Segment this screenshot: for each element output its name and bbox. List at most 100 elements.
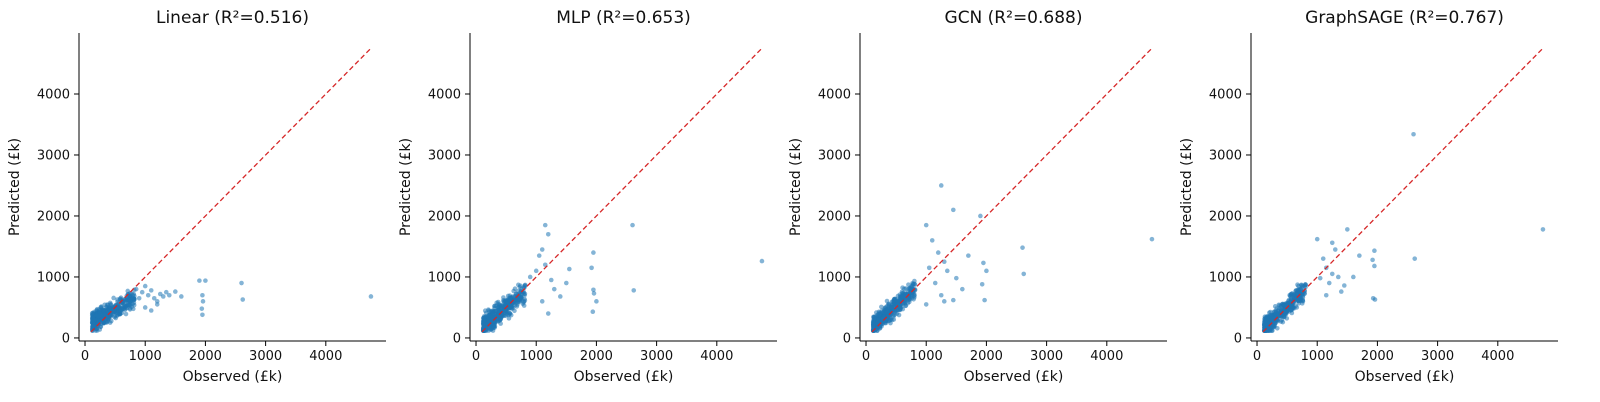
data-point bbox=[912, 287, 918, 292]
data-point bbox=[1329, 240, 1335, 246]
data-point bbox=[154, 302, 160, 307]
panel-title: MLP (R²=0.653) bbox=[556, 8, 691, 28]
data-point bbox=[912, 295, 917, 300]
data-point bbox=[759, 258, 765, 264]
panel-title: Linear (R²=0.516) bbox=[156, 8, 309, 28]
data-point bbox=[1335, 274, 1341, 280]
data-point bbox=[501, 295, 506, 300]
y-tick-label: 3000 bbox=[37, 148, 70, 163]
reference-line bbox=[1262, 47, 1544, 333]
data-point bbox=[884, 310, 890, 315]
x-tick-label: 0 bbox=[1253, 349, 1261, 364]
y-tick-label: 2000 bbox=[428, 209, 461, 224]
data-point bbox=[1149, 236, 1155, 242]
y-axis-label: Predicted (£k) bbox=[398, 138, 414, 236]
data-point bbox=[910, 281, 916, 287]
data-point bbox=[1263, 318, 1269, 324]
data-point bbox=[482, 308, 488, 314]
data-point bbox=[589, 265, 594, 271]
data-point bbox=[197, 278, 202, 283]
y-tick-label: 1000 bbox=[1209, 270, 1242, 285]
data-point bbox=[512, 286, 518, 292]
data-point bbox=[960, 286, 965, 292]
data-point bbox=[542, 222, 548, 228]
data-point bbox=[163, 289, 169, 295]
data-point bbox=[507, 295, 513, 301]
scatter-panel-gcn: GCN (R²=0.688) Observed (£k) Predicted (… bbox=[788, 8, 1167, 385]
y-tick-label: 3000 bbox=[428, 148, 461, 163]
data-point bbox=[1268, 309, 1273, 315]
y-tick-label: 1000 bbox=[818, 270, 851, 285]
y-tick-label: 2000 bbox=[1209, 209, 1242, 224]
data-point bbox=[896, 312, 902, 318]
x-axis-label: Observed (£k) bbox=[574, 369, 674, 385]
data-point bbox=[1317, 275, 1323, 281]
data-point bbox=[116, 305, 121, 311]
y-tick-label: 4000 bbox=[818, 87, 851, 102]
data-point bbox=[1274, 317, 1279, 322]
x-tick-label: 4000 bbox=[1481, 349, 1514, 364]
data-point bbox=[1314, 236, 1320, 242]
data-point bbox=[907, 285, 913, 291]
x-tick-label: 3000 bbox=[249, 349, 282, 364]
x-tick-label: 1000 bbox=[129, 349, 162, 364]
data-point bbox=[905, 300, 911, 306]
data-point bbox=[978, 213, 983, 219]
data-points bbox=[480, 222, 765, 333]
data-point bbox=[515, 297, 521, 303]
data-point bbox=[982, 297, 987, 303]
data-point bbox=[160, 294, 166, 299]
data-point bbox=[142, 305, 148, 310]
data-point bbox=[954, 275, 959, 281]
data-point bbox=[200, 312, 205, 318]
data-point bbox=[899, 289, 905, 295]
data-point bbox=[151, 296, 157, 301]
y-axis-label: Predicted (£k) bbox=[1179, 138, 1195, 236]
data-point bbox=[106, 310, 112, 315]
x-tick-label: 0 bbox=[862, 349, 870, 364]
data-point bbox=[495, 299, 501, 305]
data-point bbox=[1372, 263, 1377, 269]
data-point bbox=[527, 274, 533, 280]
y-tick-label: 0 bbox=[843, 331, 851, 346]
data-points bbox=[870, 183, 1155, 333]
data-point bbox=[200, 299, 206, 304]
x-tick-label: 3000 bbox=[1421, 349, 1454, 364]
x-tick-label: 4000 bbox=[700, 349, 733, 364]
data-point bbox=[631, 288, 637, 293]
y-tick-label: 2000 bbox=[818, 209, 851, 224]
reference-line bbox=[90, 47, 372, 333]
data-point bbox=[591, 287, 596, 293]
data-point bbox=[104, 320, 110, 325]
data-point bbox=[926, 265, 932, 271]
data-point bbox=[557, 294, 563, 299]
data-point bbox=[506, 316, 512, 321]
data-point bbox=[173, 289, 178, 294]
data-point bbox=[1372, 297, 1378, 302]
x-axis-label: Observed (£k) bbox=[183, 369, 283, 385]
data-point bbox=[1021, 271, 1027, 277]
data-point bbox=[166, 292, 172, 298]
data-point bbox=[539, 299, 545, 304]
data-point bbox=[101, 311, 107, 317]
data-points bbox=[89, 278, 374, 333]
data-point bbox=[1338, 289, 1344, 294]
y-tick-label: 4000 bbox=[428, 87, 461, 102]
data-point bbox=[491, 318, 497, 324]
data-point bbox=[239, 280, 244, 286]
data-point bbox=[1329, 271, 1335, 277]
data-point bbox=[500, 302, 505, 308]
y-tick-label: 0 bbox=[1234, 331, 1242, 346]
data-point bbox=[1303, 284, 1308, 290]
x-tick-label: 3000 bbox=[640, 349, 673, 364]
data-point bbox=[203, 278, 208, 283]
data-point bbox=[368, 294, 374, 299]
data-point bbox=[938, 292, 944, 298]
data-point bbox=[115, 299, 120, 305]
x-axis-label: Observed (£k) bbox=[964, 369, 1064, 385]
data-point bbox=[199, 306, 205, 311]
data-point bbox=[1351, 274, 1356, 280]
data-point bbox=[516, 282, 521, 288]
data-point bbox=[511, 297, 517, 303]
data-point bbox=[981, 260, 986, 266]
